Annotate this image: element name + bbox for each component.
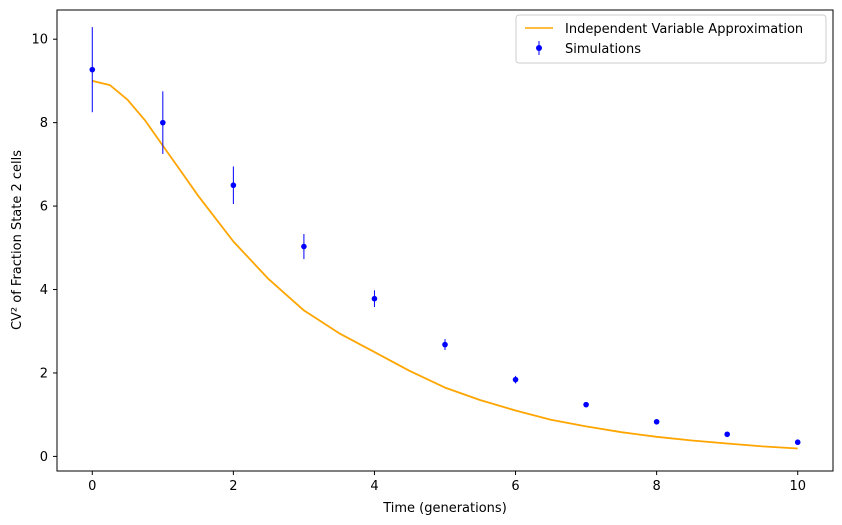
simulation-point: [89, 66, 96, 73]
simulation-point: [583, 401, 589, 408]
x-axis-label: Time (generations): [382, 501, 507, 516]
legend-label-simulations: Simulations: [565, 42, 641, 57]
simulation-point: [371, 295, 378, 302]
legend-box: [515, 14, 827, 64]
y-axis-ticks: 0 2 4 6 8 10: [31, 33, 57, 465]
simulation-point: [230, 182, 237, 189]
simulation-points-layer: [89, 27, 801, 446]
simulation-point: [794, 439, 801, 446]
legend-marker-swatch: [536, 45, 542, 51]
x-tick-label: 4: [370, 479, 378, 494]
x-tick-label: 0: [88, 479, 96, 494]
simulation-point: [724, 431, 730, 438]
legend-label-approximation: Independent Variable Approximation: [565, 22, 803, 37]
simulation-point: [512, 376, 519, 383]
x-tick-label: 2: [229, 479, 237, 494]
y-tick-label: 10: [31, 33, 48, 48]
y-tick-label: 6: [40, 200, 48, 215]
simulation-point: [160, 119, 166, 126]
y-tick-label: 4: [40, 283, 48, 298]
y-axis-label: CV² of Fraction State 2 cells: [10, 150, 25, 330]
simulation-point: [301, 243, 307, 250]
x-tick-label: 6: [511, 479, 519, 494]
simulation-point: [653, 418, 660, 425]
plot-frame: [56, 9, 834, 472]
x-axis-ticks: 0 2 4 6 8 10: [88, 471, 806, 494]
x-tick-label: 10: [789, 479, 806, 494]
plot-area: [57, 10, 833, 471]
y-tick-label: 0: [40, 450, 48, 465]
y-tick-label: 2: [40, 366, 48, 381]
x-tick-label: 8: [652, 479, 660, 494]
legend: Independent Variable Approximation Simul…: [515, 14, 827, 64]
y-tick-label: 8: [40, 116, 48, 131]
simulation-point: [442, 341, 448, 348]
